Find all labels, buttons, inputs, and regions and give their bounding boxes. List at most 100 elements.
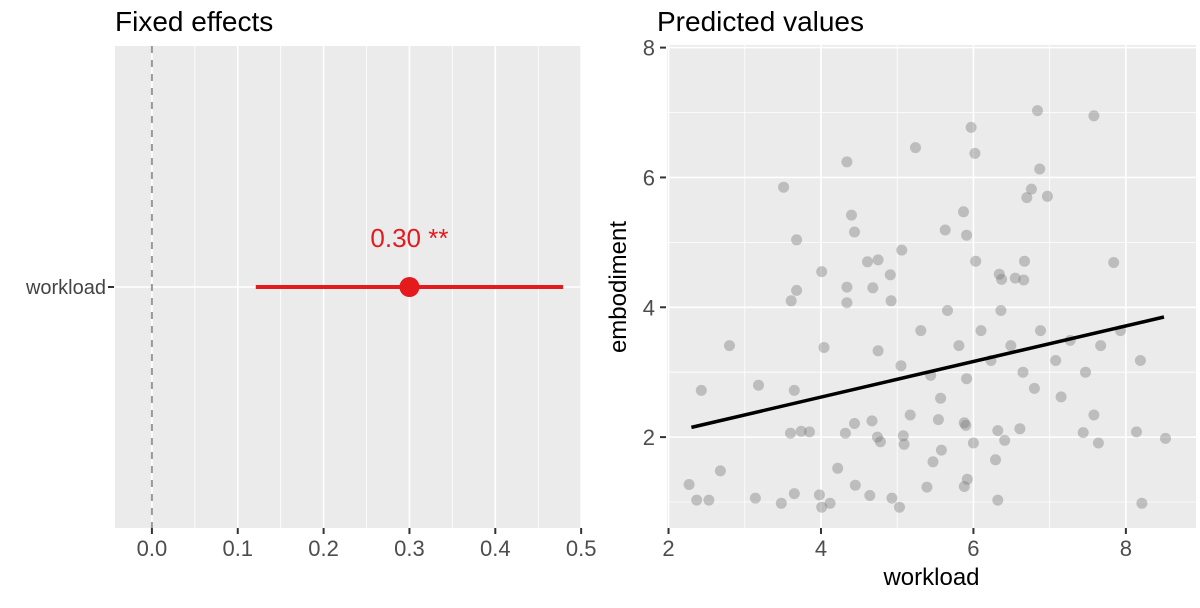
scatter-point <box>958 206 969 218</box>
x-tick-label: 0.2 <box>308 536 339 561</box>
y-tick-label: 2 <box>643 425 655 450</box>
predicted-values-title: Predicted values <box>657 6 865 37</box>
scatter-point <box>992 494 1004 506</box>
fixed-effects-canvas: 0.30 ** workload 0.0 0.1 0.2 0.3 0.4 0.5 <box>25 46 597 561</box>
scatter-point <box>961 473 973 485</box>
fixed-effects-plot: Fixed effects 0.30 ** workload 0.0 0.1 0.2 0.… <box>25 6 597 561</box>
scatter-point <box>791 234 803 246</box>
x-tick-label: 0.3 <box>394 536 425 561</box>
scatter-point <box>695 384 707 396</box>
scatter-point <box>1134 355 1146 366</box>
scatter-point <box>897 430 909 442</box>
scatter-point <box>958 417 970 429</box>
scatter-point <box>993 268 1005 280</box>
scatter-point <box>932 414 944 426</box>
scatter-point <box>921 481 933 493</box>
scatter-point <box>775 497 787 509</box>
scatter-point <box>1088 110 1100 122</box>
term-label: workload <box>25 277 106 299</box>
scatter-point <box>910 142 921 154</box>
y-tick-label: 6 <box>643 165 655 190</box>
scatter-point <box>1108 257 1120 268</box>
scatter-point <box>967 437 979 449</box>
x-tick-label: 0.4 <box>480 536 511 561</box>
scatter-point <box>778 181 790 193</box>
y-axis-title-embodiment: embodiment <box>605 220 632 354</box>
scatter-point <box>818 342 830 353</box>
scatter-point <box>927 456 939 468</box>
scatter-point <box>894 501 905 513</box>
scatter-point <box>849 479 861 491</box>
scatter-point <box>1095 340 1107 352</box>
scatter-point <box>874 436 886 448</box>
scatter-point <box>804 426 815 438</box>
scatter-point <box>996 273 1008 285</box>
x-tick-label: 4 <box>815 536 827 561</box>
scatter-point <box>1035 325 1046 337</box>
scatter-point <box>714 465 726 477</box>
scatter-point <box>915 325 927 337</box>
scatter-point <box>753 379 764 391</box>
scatter-point <box>961 373 973 385</box>
scatter-point <box>849 418 860 429</box>
scatter-point <box>724 340 735 352</box>
scatter-point <box>1092 437 1104 449</box>
scatter-point <box>1025 183 1037 195</box>
scatter-point <box>849 226 860 238</box>
scatter-point <box>832 462 844 474</box>
scatter-point <box>864 490 876 501</box>
scatter-point <box>839 427 851 439</box>
scatter-point <box>1136 497 1148 509</box>
x-tick-label: 0.0 <box>137 536 168 561</box>
scatter-point <box>824 497 836 509</box>
fixed-effects-title: Fixed effects <box>115 6 274 37</box>
scatter-point <box>990 454 1001 466</box>
scatter-point <box>1050 355 1062 366</box>
scatter-point <box>1055 391 1067 403</box>
x-tick-label: 6 <box>967 536 979 561</box>
scatter-point <box>683 479 695 490</box>
scatter-point <box>1009 272 1021 284</box>
scatter-point <box>785 427 796 439</box>
scatter-point <box>867 282 879 294</box>
scatter-point <box>896 244 908 256</box>
scatter-point <box>1021 192 1033 204</box>
scatter-point <box>862 256 873 268</box>
scatter-point <box>1028 382 1040 394</box>
scatter-point <box>749 492 761 504</box>
scatter-point <box>866 415 878 427</box>
scatter-point <box>904 409 916 421</box>
scatter-point <box>995 305 1007 316</box>
scatter-point <box>871 431 883 443</box>
scatter-point <box>816 266 828 278</box>
scatter-point <box>841 281 853 293</box>
x-tick-label: 0.5 <box>566 536 597 561</box>
scatter-point <box>975 325 987 337</box>
scatter-point <box>1014 423 1026 435</box>
panel-background <box>667 45 1196 528</box>
scatter-point <box>1077 427 1089 439</box>
scatter-point <box>795 425 807 437</box>
scatter-point <box>960 419 972 431</box>
predicted-values-canvas: 2 4 6 8 2 4 6 8 <box>643 36 1196 561</box>
scatter-point <box>1131 426 1142 438</box>
x-axis-title-workload: workload <box>883 564 980 591</box>
x-tick-label: 0.1 <box>222 536 253 561</box>
y-tick-label: 8 <box>643 36 655 61</box>
scatter-point <box>813 489 825 501</box>
scatter-point <box>939 224 951 236</box>
scatter-point <box>1018 274 1030 286</box>
regression-line <box>690 315 1165 430</box>
scatter-point <box>872 345 884 357</box>
scatter-point <box>788 488 800 500</box>
scatter-point <box>999 434 1011 446</box>
scatter-point <box>935 392 947 404</box>
scatter-point <box>884 269 896 281</box>
scatter-point <box>885 295 897 307</box>
scatter-point <box>703 494 715 506</box>
scatter-point <box>935 444 947 456</box>
scatter-point <box>691 494 703 506</box>
predicted-values-plot: Predicted values 2 4 6 8 2 4 6 8 embodiment wor… <box>600 0 1200 608</box>
scatter-point <box>953 340 965 352</box>
